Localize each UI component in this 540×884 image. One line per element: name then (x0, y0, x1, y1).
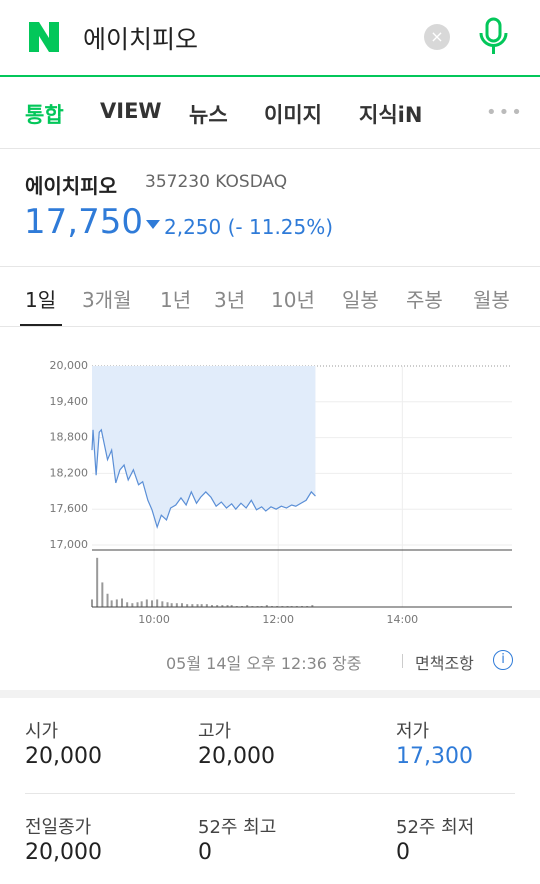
period-tab[interactable]: 주봉 (406, 288, 443, 312)
tab[interactable]: 뉴스 (189, 103, 228, 127)
stat-label: 전일종가 (25, 817, 92, 838)
volume-bar (265, 605, 268, 607)
divider (0, 326, 540, 327)
x-tick-label: 14:00 (386, 613, 418, 626)
divider (0, 266, 540, 267)
volume-bar (115, 599, 118, 607)
y-tick-label: 18,800 (50, 431, 89, 444)
stat-label: 고가 (198, 721, 232, 742)
stat-value: 20,000 (198, 744, 275, 769)
search-underline (0, 75, 540, 77)
volume-bar (211, 605, 213, 607)
tab[interactable]: 통합 (25, 103, 64, 127)
volume-bar (181, 603, 183, 607)
volume-bar (145, 599, 148, 607)
stat-value: 20,000 (25, 744, 102, 769)
volume-bar (140, 601, 143, 607)
period-tab[interactable]: 월봉 (473, 288, 510, 312)
volume-bar (91, 599, 93, 607)
period-underline (20, 324, 62, 326)
y-tick-label: 17,600 (50, 502, 89, 515)
volume-bar (166, 602, 169, 607)
stat-label: 52주 최저 (396, 817, 475, 838)
stock-change: 2,250 (- 11.25%) (164, 215, 334, 239)
stat-value: 0 (198, 840, 212, 865)
search-query[interactable]: 에이치피오 (83, 25, 199, 54)
x-tick-label: 12:00 (262, 613, 294, 626)
disclaimer[interactable]: 면책조항 (415, 654, 474, 673)
y-tick-label: 17,000 (50, 538, 89, 551)
stock-code: 357230 KOSDAQ (145, 172, 288, 192)
volume-bar (205, 604, 208, 607)
volume-bar (221, 605, 224, 607)
mic-button[interactable] (478, 17, 510, 61)
stat-value: 0 (396, 840, 410, 865)
logo[interactable] (27, 20, 61, 54)
stat-label: 52주 최고 (198, 817, 277, 838)
tab[interactable]: VIEW (100, 99, 162, 123)
price-line (91, 428, 316, 530)
volume-bar (136, 602, 139, 607)
period-tab[interactable]: 10년 (271, 288, 315, 312)
volume-bar (106, 593, 109, 607)
volume-bar (226, 605, 229, 607)
volume-bar (191, 604, 194, 607)
volume-bar (216, 605, 219, 607)
period-tab[interactable]: 3개월 (82, 288, 132, 312)
tab[interactable]: 이미지 (264, 103, 322, 127)
volume-bar (126, 602, 129, 607)
info-icon[interactable]: i (493, 650, 513, 670)
volume-bar (131, 603, 134, 607)
stock-price: 17,750 (24, 202, 143, 242)
volume-bar (151, 600, 153, 607)
y-tick-label: 20,000 (50, 359, 89, 372)
volume-bar (101, 582, 104, 607)
volume-bar (170, 603, 173, 607)
period-tab[interactable]: 일봉 (342, 288, 379, 312)
more-button[interactable]: ••• (486, 102, 524, 123)
stat-value: 17,300 (396, 744, 473, 769)
y-tick-label: 19,400 (50, 395, 89, 408)
timestamp: 05월 14일 오후 12:36 장중 (166, 654, 362, 673)
volume-bar (110, 600, 113, 607)
y-tick-label: 18,200 (50, 466, 89, 479)
divider (25, 793, 515, 794)
volume-bar (200, 604, 203, 607)
period-tab[interactable]: 3년 (214, 288, 246, 312)
volume-bar (175, 603, 178, 607)
volume-bar (156, 599, 159, 607)
separator (402, 654, 403, 668)
area (92, 366, 316, 528)
volume-bar (161, 601, 164, 607)
period-tab[interactable]: 1일 (25, 288, 57, 312)
volume-bar (246, 605, 249, 607)
divider (0, 148, 540, 149)
tab[interactable]: 지식iN (359, 103, 423, 127)
volume-bar (196, 604, 199, 607)
stat-value: 20,000 (25, 840, 102, 865)
x-tick-label: 10:00 (138, 613, 170, 626)
volume-bar (230, 605, 233, 607)
volume-bar (121, 598, 123, 607)
section-gap (0, 690, 540, 698)
stock-name: 에이치피오 (25, 174, 117, 198)
down-arrow (146, 220, 160, 229)
volume-bar (311, 605, 314, 607)
volume-bar (96, 557, 99, 607)
period-tab[interactable]: 1년 (160, 288, 192, 312)
stat-label: 시가 (25, 721, 59, 742)
volume-bar (186, 604, 189, 607)
stat-label: 저가 (396, 721, 430, 742)
clear-button[interactable]: × (424, 24, 450, 50)
